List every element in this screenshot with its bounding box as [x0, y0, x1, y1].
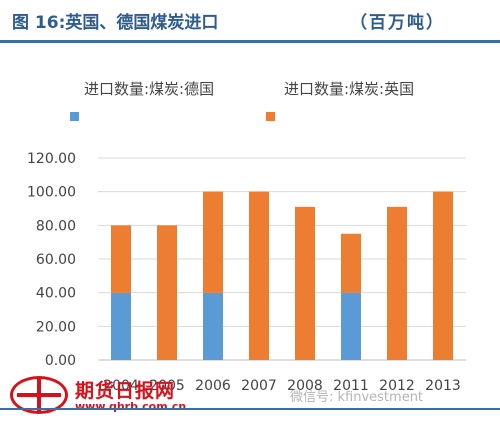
unit-label: （百万吨） [350, 13, 445, 33]
logo-emblem-icon [10, 376, 68, 414]
x-tick-label: 2011 [333, 378, 369, 394]
x-tick-label: 2013 [425, 378, 461, 394]
x-tick-label: 2008 [287, 378, 323, 394]
x-tick-label: 2005 [149, 378, 185, 394]
x-tick-label: 2007 [241, 378, 277, 394]
y-tick-label: 0.00 [45, 353, 76, 369]
legend-swatch-uk [266, 112, 275, 121]
bar-segment [111, 292, 131, 360]
wechat-watermark: 微信号: kfinvestment [290, 390, 424, 405]
footer-divider [0, 408, 500, 410]
y-tick-label: 120.00 [27, 151, 76, 167]
bar-segment [157, 225, 177, 360]
bar-segment [203, 292, 223, 360]
logo-url: www.qhrb.com.cn [75, 400, 187, 413]
bar-segment [295, 206, 315, 360]
x-tick-label: 2012 [379, 378, 415, 394]
y-tick-label: 80.00 [36, 218, 76, 234]
bar-segment [387, 206, 407, 360]
bar-segment [433, 191, 453, 360]
bar-segment [341, 292, 361, 360]
y-tick-label: 60.00 [36, 252, 76, 268]
legend-label-uk: 进口数量:煤炭:英国 [284, 80, 415, 98]
legend-label-germany: 进口数量:煤炭:德国 [84, 80, 215, 98]
bar-segment [203, 191, 223, 293]
publisher-logo: 期货日报网 www.qhrb.com.cn [0, 376, 200, 416]
logo-name: 期货日报网 [75, 380, 176, 402]
bar-segment [249, 191, 269, 360]
x-tick-label: 2004 [103, 378, 139, 394]
y-tick-label: 20.00 [36, 319, 76, 335]
bar-segment [111, 225, 131, 293]
legend-swatch-germany [70, 112, 79, 121]
header-divider [0, 40, 500, 43]
y-tick-label: 40.00 [36, 286, 76, 302]
x-tick-label: 2006 [195, 378, 231, 394]
y-tick-label: 100.00 [27, 185, 76, 201]
figure-title: 图 16:英国、德国煤炭进口 [12, 13, 219, 33]
figure-header: 图 16:英国、德国煤炭进口 （百万吨） [0, 0, 500, 40]
bar-segment [341, 233, 361, 293]
